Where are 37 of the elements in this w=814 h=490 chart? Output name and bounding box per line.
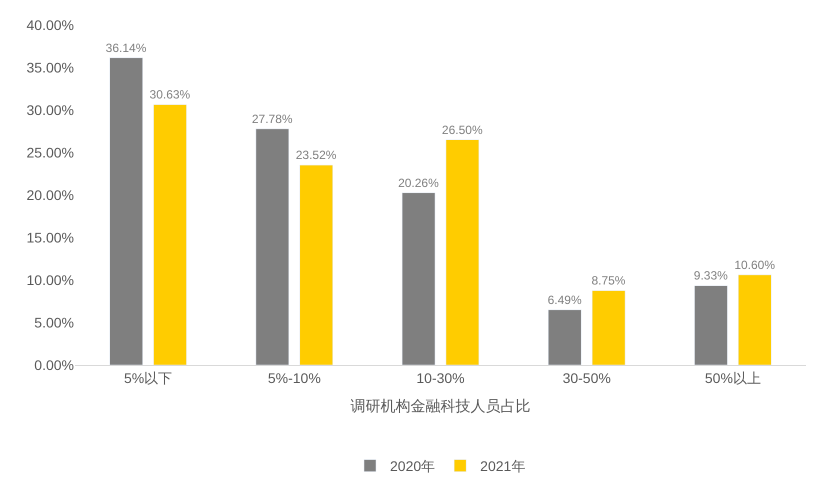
bar [109,58,143,365]
bar [592,290,626,365]
data-label: 10.60% [734,258,776,272]
bar [446,140,480,365]
bar [694,285,728,365]
y-tick-label: 40.00% [26,16,74,33]
x-tick-label: 10-30% [416,370,465,386]
bar [300,164,333,365]
data-label: 20.26% [398,176,440,190]
y-tick-label: 30.00% [26,102,74,118]
bar [548,310,582,365]
data-label: 8.75% [591,274,626,288]
bar [153,104,187,365]
bar [256,128,290,365]
data-label: 26.50% [442,122,483,137]
y-tick-label: 0.00% [34,356,74,373]
data-label: 30.63% [150,88,191,102]
data-label: 6.49% [548,292,582,307]
legend-label: 2021年 [480,458,526,474]
bar [402,192,436,365]
x-axis-title: 调研机构金融科技人员占比 [350,398,530,415]
data-label: 36.14% [106,40,147,55]
bar [738,274,772,365]
legend-label: 2020年 [390,458,436,474]
y-tick-label: 10.00% [26,272,74,288]
x-tick-label: 30-50% [562,370,611,386]
x-tick-label: 5%以下 [124,370,172,386]
y-tick-label: 20.00% [26,186,74,203]
x-tick-label: 5%-10% [268,370,321,386]
y-tick-label: 35.00% [26,59,74,76]
data-label: 27.78% [252,112,293,126]
x-tick-label: 50%以上 [704,370,761,386]
y-tick-label: 5.00% [34,314,74,330]
y-tick-label: 25.00% [26,144,74,160]
data-label: 9.33% [694,268,728,283]
data-label: 23.52% [296,148,337,162]
y-tick-label: 15.00% [26,229,74,246]
